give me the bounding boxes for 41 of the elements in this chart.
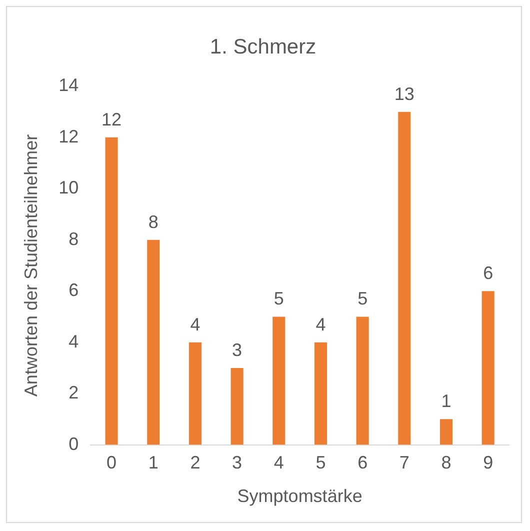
data-label: 4	[190, 314, 200, 334]
data-label: 8	[148, 212, 158, 232]
x-tick-label: 7	[399, 452, 410, 473]
bar	[105, 137, 118, 445]
bar	[398, 112, 411, 445]
bar	[482, 291, 494, 445]
y-tick-label: 8	[68, 228, 79, 249]
bar	[230, 368, 244, 445]
x-axis-title: Symptomstärke	[237, 486, 362, 506]
y-tick-label: 0	[68, 434, 79, 454]
x-tick-label: 5	[316, 452, 326, 473]
data-label: 3	[232, 340, 242, 360]
x-tick-label: 8	[441, 452, 452, 473]
x-tick-label: 0	[106, 452, 117, 473]
data-label: 5	[358, 288, 368, 309]
y-axis-title: Antworten der Studienteilnehmer	[20, 134, 41, 397]
x-tick-label: 6	[358, 452, 368, 473]
y-tick-label: 4	[68, 331, 79, 352]
bar	[147, 240, 160, 445]
bar	[440, 419, 453, 445]
y-tick-label: 6	[68, 280, 79, 300]
data-label: 4	[316, 314, 326, 334]
data-label: 1	[441, 391, 452, 412]
data-label: 6	[483, 263, 494, 284]
x-tick-label: 4	[274, 452, 284, 473]
x-tick-label: 2	[190, 452, 200, 473]
y-tick-label: 2	[68, 382, 79, 403]
bar	[314, 342, 328, 445]
x-tick-label: 9	[483, 452, 494, 473]
data-label: 5	[274, 288, 284, 309]
y-tick-label: 12	[58, 126, 79, 146]
bar	[272, 316, 286, 445]
x-tick-label: 3	[232, 452, 242, 473]
bar	[356, 316, 369, 445]
y-tick-label: 14	[58, 75, 79, 96]
data-label: 13	[394, 84, 414, 104]
y-tick-label: 10	[58, 178, 79, 198]
bar	[188, 342, 202, 445]
data-label: 12	[102, 109, 122, 130]
chart-title: 1. Schmerz	[210, 35, 316, 58]
x-tick-label: 1	[148, 452, 158, 473]
